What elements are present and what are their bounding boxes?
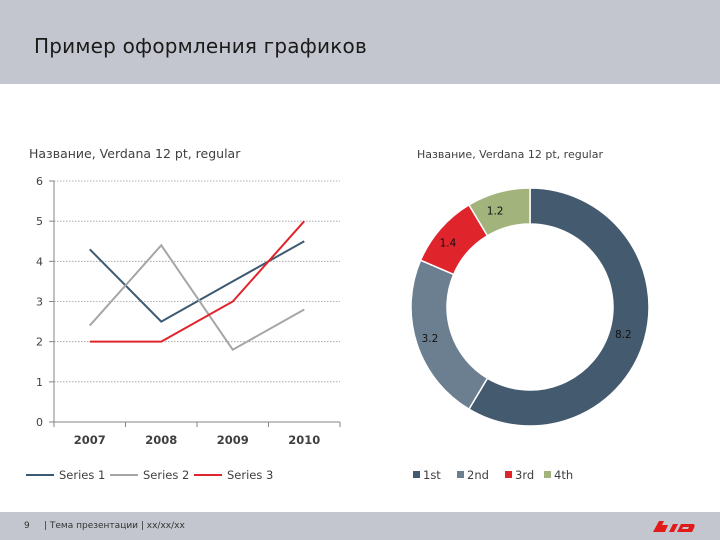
legend-label: 4th [554,468,573,482]
legend-swatch-2nd [457,471,464,478]
donut-slice-4th [467,187,531,237]
legend-label: 3rd [515,468,534,482]
x-tick-label: 2010 [288,433,320,447]
y-tick-label: 2 [36,336,43,349]
y-tick-label: 3 [36,296,43,309]
legend-swatch-3rd [505,471,512,478]
series-line-2 [89,243,305,352]
x-tick-label: 2009 [217,433,249,447]
y-tick-label: 0 [36,416,43,429]
x-tick-label: 2008 [145,433,177,447]
y-tick-label: 1 [36,376,43,389]
donut-slice-1st [467,187,650,427]
data-label: 1.2 [487,206,504,218]
y-tick-label: 4 [36,255,43,268]
y-tick-label: 5 [36,215,43,228]
rzd-logo-icon [653,521,695,532]
donut-chart-title: Название, Verdana 12 pt, regular [417,148,603,161]
legend-swatch-1st [413,471,420,478]
series-line-1 [89,240,305,323]
slide-title: Пример оформления графиков [34,34,367,58]
y-tick-label: 6 [36,175,43,188]
legend-label: 1st [423,468,441,482]
line-chart: 0 1 2 3 4 5 6 2007 2008 2009 2010 Series 1 Series 2 S… [26,175,341,482]
x-tick-label: 2007 [74,433,106,447]
legend-swatch-4th [544,471,551,478]
slide-header: Пример оформления графиков [0,0,720,84]
data-label: 3.2 [422,333,439,345]
slide-footer: 9 | Тема презентации | xx/xx/xx [0,512,720,540]
donut-chart: 8.2 3.2 1.4 1.2 1st 2nd 3rd 4th [410,187,650,482]
data-label: 8.2 [615,329,632,341]
footer-text: | Тема презентации | xx/xx/xx [44,521,185,531]
series-line-3 [89,220,305,343]
data-label: 1.4 [440,238,457,250]
legend-label: Series 1 [59,468,105,482]
legend-label: Series 3 [227,468,273,482]
legend-label: Series 2 [143,468,189,482]
line-chart-title: Название, Verdana 12 pt, regular [29,146,241,161]
page-number: 9 [24,521,30,531]
legend-label: 2nd [467,468,489,482]
